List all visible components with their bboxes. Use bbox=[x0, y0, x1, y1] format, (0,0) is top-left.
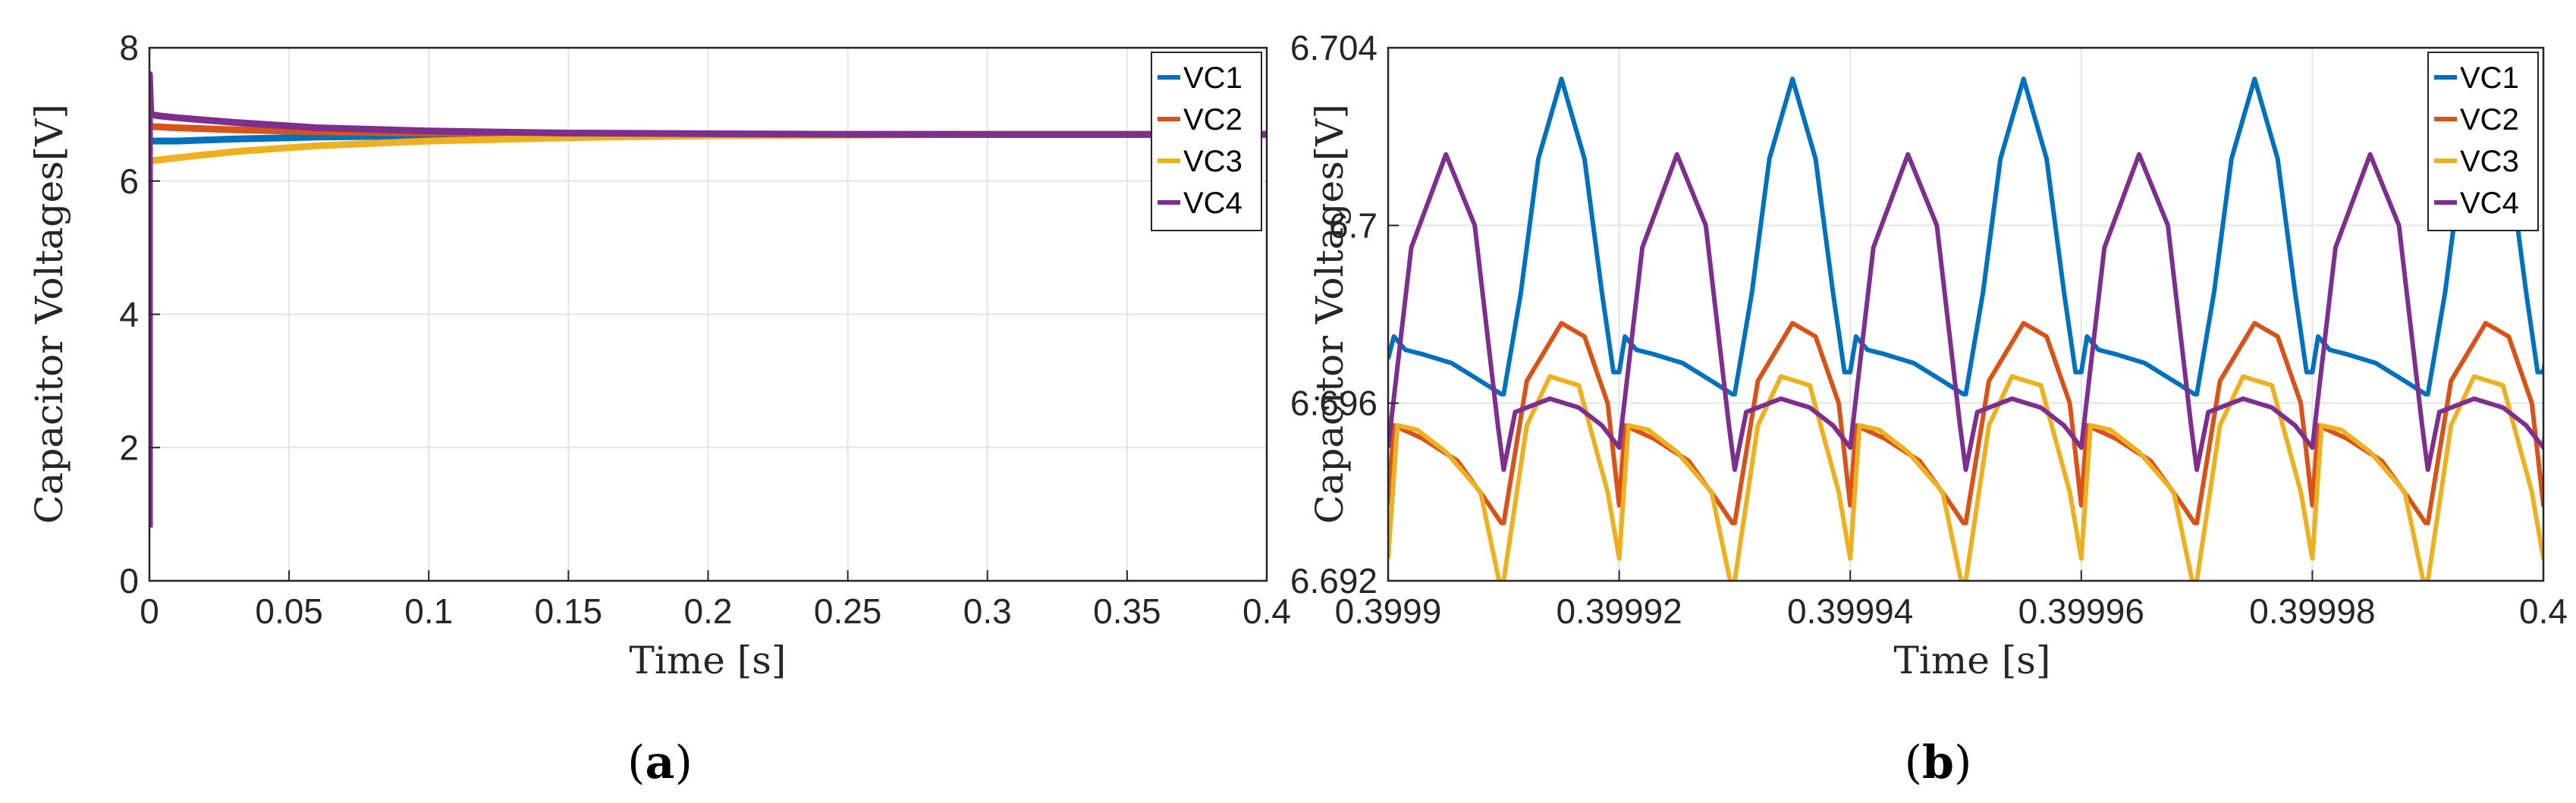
x-tick-label: 0.2 bbox=[684, 591, 733, 631]
chart-b: 0.3999 0.39992 0.39994 0.39996 0.39998 0.4 6.… bbox=[1290, 28, 2568, 789]
y-tick-label: 6.7 bbox=[1329, 205, 1378, 245]
y-tick-label: 4 bbox=[119, 295, 139, 334]
y-axis-label-a: Capacitor Voltages[V] bbox=[27, 104, 71, 524]
legend-label-vc1: VC1 bbox=[2460, 61, 2519, 95]
legend-b: VC1 VC2 VC3 VC4 bbox=[2427, 52, 2539, 231]
y-ticks-b: 6.692 6.696 6.7 6.704 bbox=[1290, 28, 1399, 601]
caption-b-letter: b bbox=[1922, 736, 1954, 789]
legend-label-vc4: VC4 bbox=[2460, 187, 2519, 220]
x-tick-label: 0.35 bbox=[1093, 591, 1161, 631]
x-tick-label: 0.39994 bbox=[1787, 591, 1913, 631]
x-tick-label: 0.4 bbox=[1242, 591, 1291, 631]
y-axis-label-b: Capacitor Voltages[V] bbox=[1308, 104, 1352, 524]
x-tick-label: 0.15 bbox=[535, 591, 603, 631]
x-tick-label: 0.05 bbox=[255, 591, 323, 631]
series-lines-b bbox=[1388, 77, 2543, 581]
series-line-vc2 bbox=[1388, 321, 2543, 525]
x-tick-label: 0.39998 bbox=[2249, 591, 2375, 631]
y-tick-label: 6.704 bbox=[1290, 28, 1378, 67]
x-tick-label: 0 bbox=[140, 591, 159, 631]
y-tick-label: 6 bbox=[119, 162, 139, 201]
x-tick-label: 0.3999 bbox=[1335, 591, 1442, 631]
legend-label-vc3: VC3 bbox=[1183, 145, 1242, 178]
caption-a-letter: a bbox=[646, 736, 675, 789]
y-tick-label: 6.696 bbox=[1290, 384, 1378, 423]
chart-a: 0 0.05 0.1 0.15 0.2 0.25 0.3 0.35 0.4 0 2 4 6 8 Time… bbox=[27, 28, 1291, 789]
plot-area-b bbox=[1388, 48, 2543, 581]
legend-label-vc2: VC2 bbox=[2460, 103, 2519, 136]
series-line-vc4 bbox=[1388, 152, 2543, 472]
x-ticks-a: 0 0.05 0.1 0.15 0.2 0.25 0.3 0.35 0.4 bbox=[140, 570, 1291, 631]
y-tick-label: 2 bbox=[119, 428, 139, 467]
legend-label-vc1: VC1 bbox=[1183, 61, 1242, 95]
x-tick-label: 0.39992 bbox=[1556, 591, 1682, 631]
legend-label-vc4: VC4 bbox=[1183, 187, 1242, 220]
legend-label-vc3: VC3 bbox=[2460, 145, 2519, 178]
legend-label-vc2: VC2 bbox=[1183, 103, 1242, 136]
x-tick-label: 0.4 bbox=[2519, 591, 2568, 631]
series-line-vc3 bbox=[1388, 374, 2543, 581]
series-line-vc1 bbox=[1388, 77, 2543, 397]
x-ticks-b: 0.3999 0.39992 0.39994 0.39996 0.39998 0.4 bbox=[1335, 570, 2568, 631]
y-ticks-a: 0 2 4 6 8 bbox=[119, 28, 160, 601]
caption-a: (a) bbox=[627, 736, 693, 789]
y-tick-label: 6.692 bbox=[1290, 561, 1378, 601]
caption-b: (b) bbox=[1905, 736, 1972, 789]
y-tick-label: 0 bbox=[119, 561, 139, 601]
series-line-vc4 bbox=[149, 71, 1267, 528]
series-lines-a bbox=[149, 71, 1267, 528]
axes-box-b bbox=[1387, 46, 2545, 582]
x-tick-label: 0.39996 bbox=[2018, 591, 2144, 631]
y-tick-label: 8 bbox=[119, 28, 139, 67]
x-tick-label: 0.25 bbox=[814, 591, 882, 631]
x-axis-label-a: Time [s] bbox=[630, 638, 787, 682]
x-axis-label-b: Time [s] bbox=[1894, 638, 2051, 682]
legend-a: VC1 VC2 VC3 VC4 bbox=[1151, 52, 1262, 231]
x-tick-label: 0.3 bbox=[963, 591, 1012, 631]
x-tick-label: 0.1 bbox=[404, 591, 453, 631]
